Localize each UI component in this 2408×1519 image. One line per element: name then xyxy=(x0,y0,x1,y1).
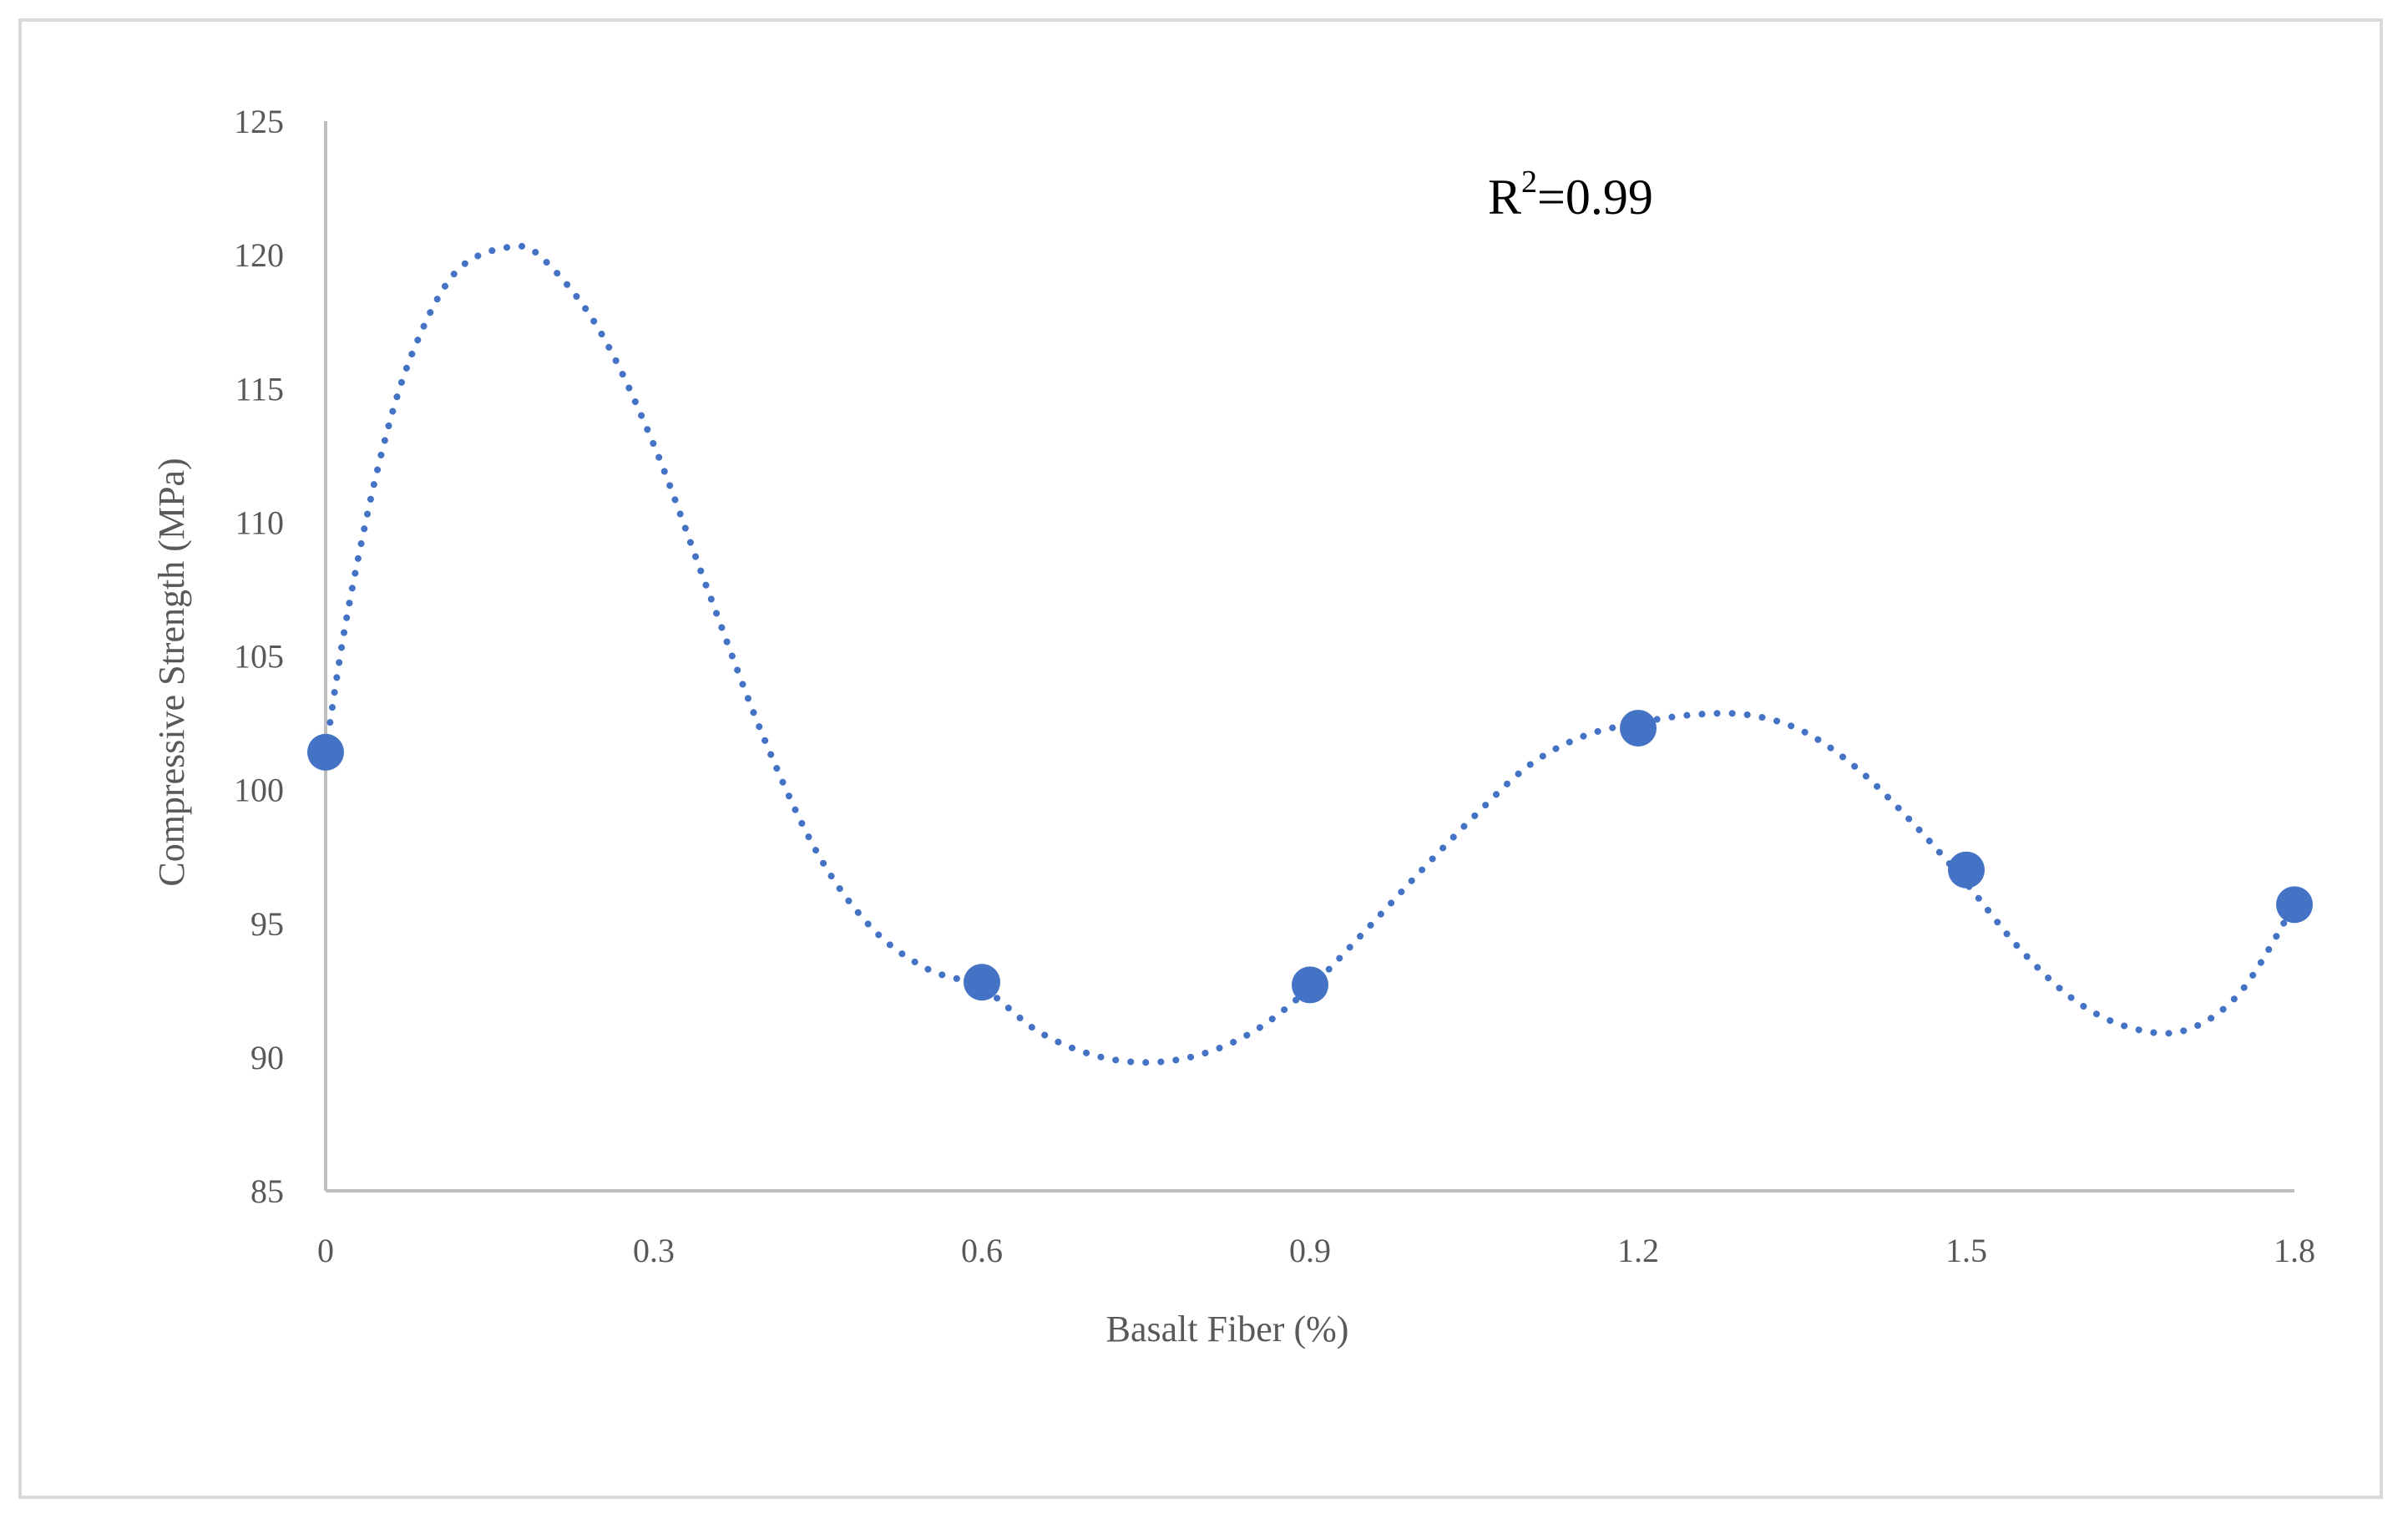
chart-tick-labels: 85 90 95 100 105 110 115 120 125 0 0.3 0.6 0.9 1.2 1.5… xyxy=(234,103,2315,1269)
y-tick-label: 115 xyxy=(235,370,284,408)
data-point xyxy=(964,964,1000,1001)
x-tick-label: 0.3 xyxy=(633,1232,675,1269)
y-tick-label: 125 xyxy=(234,103,284,140)
x-tick-label: 0 xyxy=(317,1232,334,1269)
y-axis-title: Compressive Strength (MPa) xyxy=(151,458,192,886)
chart-frame xyxy=(18,18,2383,1499)
data-point xyxy=(1948,851,1985,889)
data-points-group xyxy=(307,709,2313,1004)
y-tick-label: 95 xyxy=(250,905,284,943)
x-tick-label: 1.5 xyxy=(1945,1232,1987,1269)
data-point xyxy=(2276,886,2313,924)
trendline-group xyxy=(322,242,2298,1066)
y-tick-label: 100 xyxy=(234,772,284,809)
y-tick-label: 90 xyxy=(250,1039,284,1076)
r-squared-annotation: R2=0.99 xyxy=(1488,165,1653,225)
chart-axes xyxy=(324,121,2294,1192)
r-squared-superscript: 2 xyxy=(1521,165,1537,200)
data-point xyxy=(1620,709,1657,747)
r-squared-value: =0.99 xyxy=(1537,170,1653,225)
y-tick-label: 110 xyxy=(235,504,284,541)
x-axis-title: Basalt Fiber (%) xyxy=(1106,1309,1349,1349)
y-tick-label: 120 xyxy=(234,236,284,274)
data-point xyxy=(307,733,344,771)
data-point xyxy=(1292,966,1328,1004)
trendline xyxy=(322,242,2298,1066)
y-tick-label: 85 xyxy=(250,1172,284,1210)
y-tick-label: 105 xyxy=(234,638,284,676)
x-tick-label: 1.2 xyxy=(1617,1232,1659,1269)
x-tick-label: 0.6 xyxy=(961,1232,1003,1269)
x-tick-label: 0.9 xyxy=(1289,1232,1331,1269)
x-tick-label: 1.8 xyxy=(2274,1232,2315,1269)
r-squared-base: R xyxy=(1488,170,1521,225)
